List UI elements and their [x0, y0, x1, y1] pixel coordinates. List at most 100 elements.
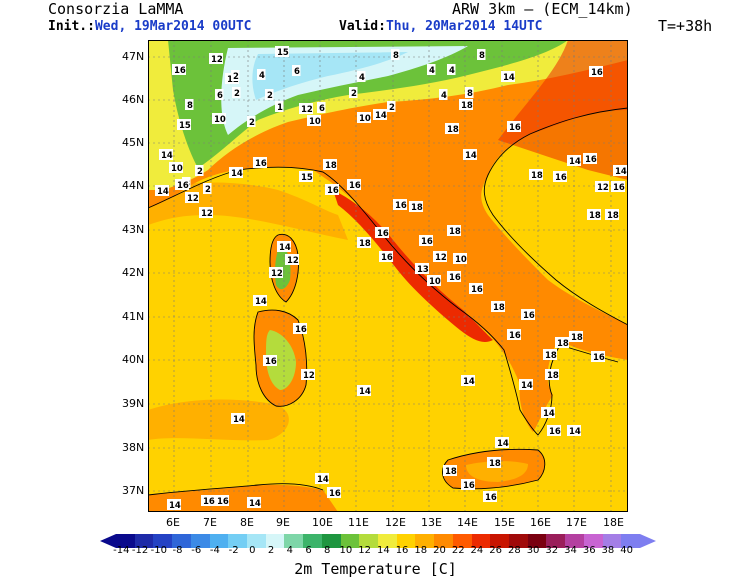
temp-label: 18: [571, 333, 583, 343]
temp-label: 14: [615, 167, 627, 177]
temp-label: 8: [187, 101, 193, 111]
temp-label-bg: [323, 159, 337, 170]
temp-label: 12: [597, 183, 609, 193]
temp-label-bg: [613, 165, 627, 176]
temp-label-bg: [169, 162, 183, 173]
temperature-map: 1615121224648448141686221126224818151021…: [148, 40, 628, 512]
temp-label-bg: [292, 65, 301, 76]
temp-label-bg: [212, 113, 226, 124]
temp-label-bg: [443, 465, 457, 476]
temp-label-bg: [447, 64, 456, 75]
lat-label: 41N: [122, 310, 145, 323]
temp-label: 12: [303, 371, 315, 381]
lon-label: 15E: [494, 516, 515, 529]
temp-label: 2: [249, 118, 255, 128]
temp-label-bg: [317, 102, 326, 113]
temp-label: 14: [249, 499, 261, 509]
temp-label: 8: [479, 51, 485, 61]
temp-label-bg: [507, 121, 521, 132]
temp-label-bg: [583, 153, 597, 164]
temp-label-bg: [477, 49, 486, 60]
temp-label-bg: [461, 375, 475, 386]
lat-label: 47N: [122, 50, 145, 63]
lon-label: 8E: [240, 516, 254, 529]
temp-label: 16: [421, 237, 433, 247]
temp-label-bg: [591, 351, 605, 362]
temp-label-bg: [195, 165, 204, 176]
temp-label-bg: [461, 479, 475, 490]
temp-label: 2: [205, 185, 211, 195]
temp-label: 2: [351, 89, 357, 99]
temp-label: 16: [381, 253, 393, 263]
colorbar-tick-label: 40: [620, 545, 634, 556]
colorbar-tick-label: 0: [249, 545, 256, 556]
temp-label: 18: [493, 303, 505, 313]
temp-label: 14: [317, 475, 329, 485]
sardinia-core: [266, 330, 296, 390]
colorbar-swatch: [303, 534, 323, 548]
temp-label: 18: [445, 467, 457, 477]
colorbar-tick-label: 24: [470, 545, 484, 556]
temp-label: 12: [435, 253, 447, 263]
temp-label-bg: [203, 183, 212, 194]
temp-label-bg: [307, 115, 321, 126]
temp-label-bg: [293, 323, 307, 334]
temp-label: 10: [429, 277, 441, 287]
colorbar-tick-label: 38: [601, 545, 615, 556]
lat-label: 38N: [122, 441, 145, 454]
init-value: Wed, 19Mar2014 00UTC: [94, 19, 252, 34]
temp-label-bg: [543, 349, 557, 360]
colorbar-swatch: [396, 534, 416, 548]
temp-label-bg: [427, 64, 436, 75]
temp-label-bg: [445, 123, 459, 134]
colorbar-swatch: [434, 534, 454, 548]
temp-label-bg: [247, 116, 256, 127]
temp-label: 18: [589, 211, 601, 221]
temp-label: 16: [203, 497, 215, 507]
temp-label: 4: [449, 66, 455, 76]
lat-label: 46N: [122, 93, 145, 106]
temp-label: 8: [393, 51, 399, 61]
temp-label-bg: [185, 192, 199, 203]
temp-label: 16: [217, 497, 229, 507]
alps-snow: [252, 52, 408, 100]
colorbar-swatch: [247, 534, 267, 548]
temp-label-bg: [257, 69, 266, 80]
temp-label-bg: [299, 103, 313, 114]
temp-label-bg: [265, 89, 274, 100]
temp-label: 12: [201, 209, 213, 219]
temp-label: 18: [325, 161, 337, 171]
temp-label: 16: [463, 481, 475, 491]
temp-label-bg: [299, 171, 313, 182]
temp-label: 10: [359, 114, 371, 124]
temp-label-bg: [357, 237, 371, 248]
colorbar-tick-label: 8: [324, 545, 331, 556]
temp-label-bg: [611, 181, 625, 192]
lat-label: 40N: [122, 353, 145, 366]
temp-label-bg: [529, 169, 543, 180]
temp-label: 18: [489, 459, 501, 469]
temp-label-bg: [427, 275, 441, 286]
init-label: Init.:: [48, 19, 95, 34]
temp-label: 14: [521, 381, 533, 391]
colorbar-tick-label: 18: [414, 545, 428, 556]
temp-label-bg: [453, 253, 467, 264]
temp-label: 16: [555, 173, 567, 183]
temp-label: 18: [531, 171, 543, 181]
temp-label-bg: [357, 385, 371, 396]
colorbar-swatch: [527, 534, 547, 548]
lon-label: 13E: [421, 516, 442, 529]
lon-label: 10E: [312, 516, 333, 529]
temp-label: 8: [467, 89, 473, 99]
colorbar-swatch: [378, 534, 398, 548]
temp-label: 14: [359, 387, 371, 397]
colorbar-swatch: [452, 534, 473, 548]
colorbar-swatch: [153, 534, 173, 548]
temp-label: 14: [279, 243, 291, 253]
temp-label: 16: [549, 427, 561, 437]
temp-label-bg: [247, 497, 261, 508]
temp-label-bg: [487, 457, 501, 468]
colorbar-swatch: [565, 534, 585, 548]
temp-label-bg: [433, 251, 447, 262]
temp-label-bg: [199, 207, 213, 218]
